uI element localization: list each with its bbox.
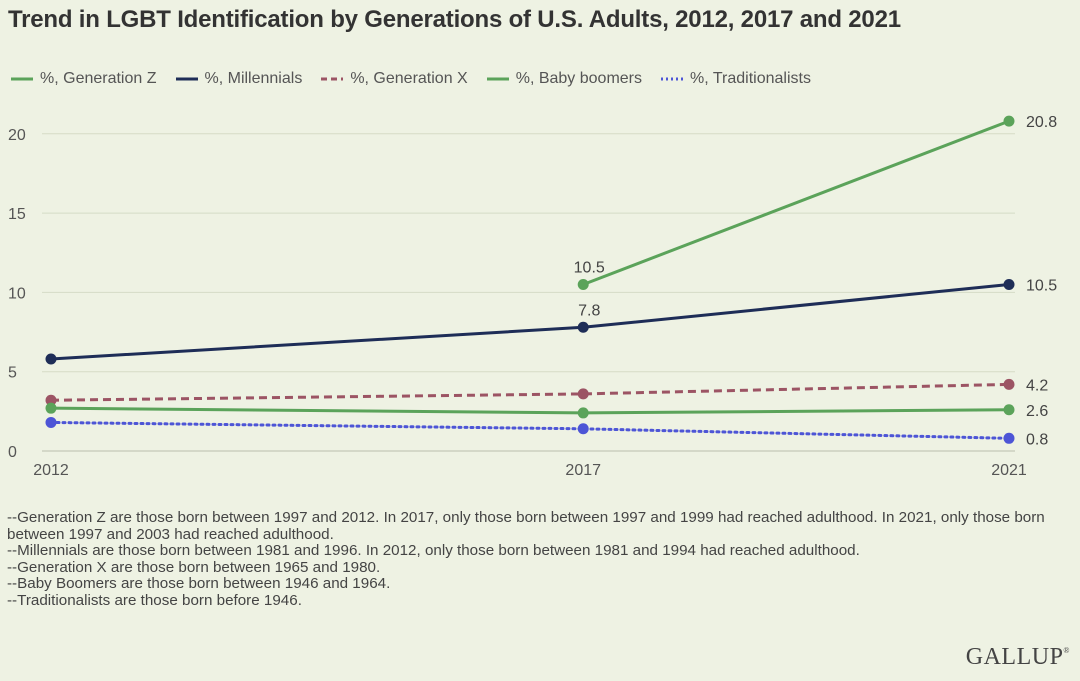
point-boomers-2021	[1003, 404, 1015, 416]
footnote-generation-z: --Generation Z are those born between 19…	[7, 509, 1045, 543]
data-label-boomers-2021: 2.6	[1026, 403, 1048, 420]
legend-label-gen_x: %, Generation X	[350, 70, 468, 87]
y-tick-label-10: 10	[8, 285, 26, 302]
point-millennials-2017	[577, 321, 589, 333]
legend-item-traditionalists: %, Traditionalists	[660, 70, 811, 88]
legend-label-gen_z: %, Generation Z	[40, 70, 157, 87]
y-tick-label-0: 0	[8, 444, 17, 461]
footnote-baby-boomers: --Baby Boomers are those born between 19…	[7, 575, 391, 593]
data-label-millennials-2017: 7.8	[578, 302, 600, 319]
footnote-generation-x: --Generation X are those born between 19…	[7, 558, 381, 576]
legend-swatch-boomers	[486, 77, 509, 81]
point-millennials-2012	[45, 353, 57, 365]
y-tick-label-20: 20	[8, 127, 26, 144]
series-line-traditionalists	[49, 420, 1011, 440]
point-boomers-2012	[45, 402, 57, 414]
data-label-millennials-2021: 10.5	[1026, 277, 1057, 294]
point-traditionalists-2012	[45, 416, 57, 428]
legend-swatch-gen_z	[11, 77, 33, 81]
legend-label-millennials: %, Millennials	[204, 70, 303, 87]
point-millennials-2021	[1003, 278, 1015, 290]
footnote-traditionalists: --Traditionalists are those born before …	[7, 591, 302, 609]
series-line-gen_x	[50, 382, 1010, 402]
series-line-gen_z	[582, 119, 1010, 286]
data-label-gen_x-2021: 4.2	[1026, 377, 1048, 394]
footnotes: --Generation Z are those born between 19…	[7, 509, 1072, 610]
point-gen_z-2017	[577, 278, 589, 290]
series-line-boomers	[50, 406, 1010, 415]
point-gen_z-2021	[1003, 115, 1015, 127]
chart-title: Trend in LGBT Identification by Generati…	[8, 6, 901, 33]
legend-swatch-traditionalists	[661, 77, 683, 81]
x-tick-label-2021: 2021	[991, 462, 1027, 479]
point-gen_x-2012	[45, 394, 57, 406]
legend-item-gen_z: %, Generation Z	[10, 70, 157, 88]
point-boomers-2017	[577, 407, 589, 419]
legend-swatch-gen_x	[321, 77, 344, 81]
point-traditionalists-2021	[1003, 432, 1015, 444]
chart-legend: %, Generation Z %, Millennials %, Generati…	[10, 70, 811, 88]
data-label-gen_z-2017: 10.5	[574, 259, 605, 276]
registered-mark: ®	[1063, 646, 1070, 655]
y-tick-label-15: 15	[8, 206, 26, 223]
y-tick-label-5: 5	[8, 365, 17, 382]
legend-swatch-millennials	[175, 77, 198, 81]
footnote-millennials: --Millennials are those born between 198…	[7, 542, 860, 560]
legend-label-traditionalists: %, Traditionalists	[690, 70, 811, 87]
point-traditionalists-2017	[577, 423, 589, 435]
gallup-logo-text: GALLUP	[965, 644, 1064, 670]
x-tick-label-2012: 2012	[33, 462, 69, 479]
point-gen_x-2021	[1003, 378, 1015, 390]
series-line-millennials	[50, 282, 1010, 361]
data-label-gen_z-2021: 20.8	[1026, 114, 1057, 131]
gallup-logo: GALLUP®	[966, 644, 1070, 671]
point-gen_x-2017	[577, 388, 589, 400]
x-tick-label-2017: 2017	[565, 462, 601, 479]
legend-item-boomers: %, Baby boomers	[486, 70, 642, 88]
legend-label-boomers: %, Baby boomers	[515, 70, 642, 87]
data-label-traditionalists-2021: 0.8	[1026, 431, 1048, 448]
legend-item-gen_x: %, Generation X	[320, 70, 468, 88]
legend-item-millennials: %, Millennials	[175, 70, 303, 88]
line-chart: 0 5 10 15 20 2012 2017 2021 10.5 7.8 20.8 10.5 4.2 2.…	[8, 114, 1057, 479]
